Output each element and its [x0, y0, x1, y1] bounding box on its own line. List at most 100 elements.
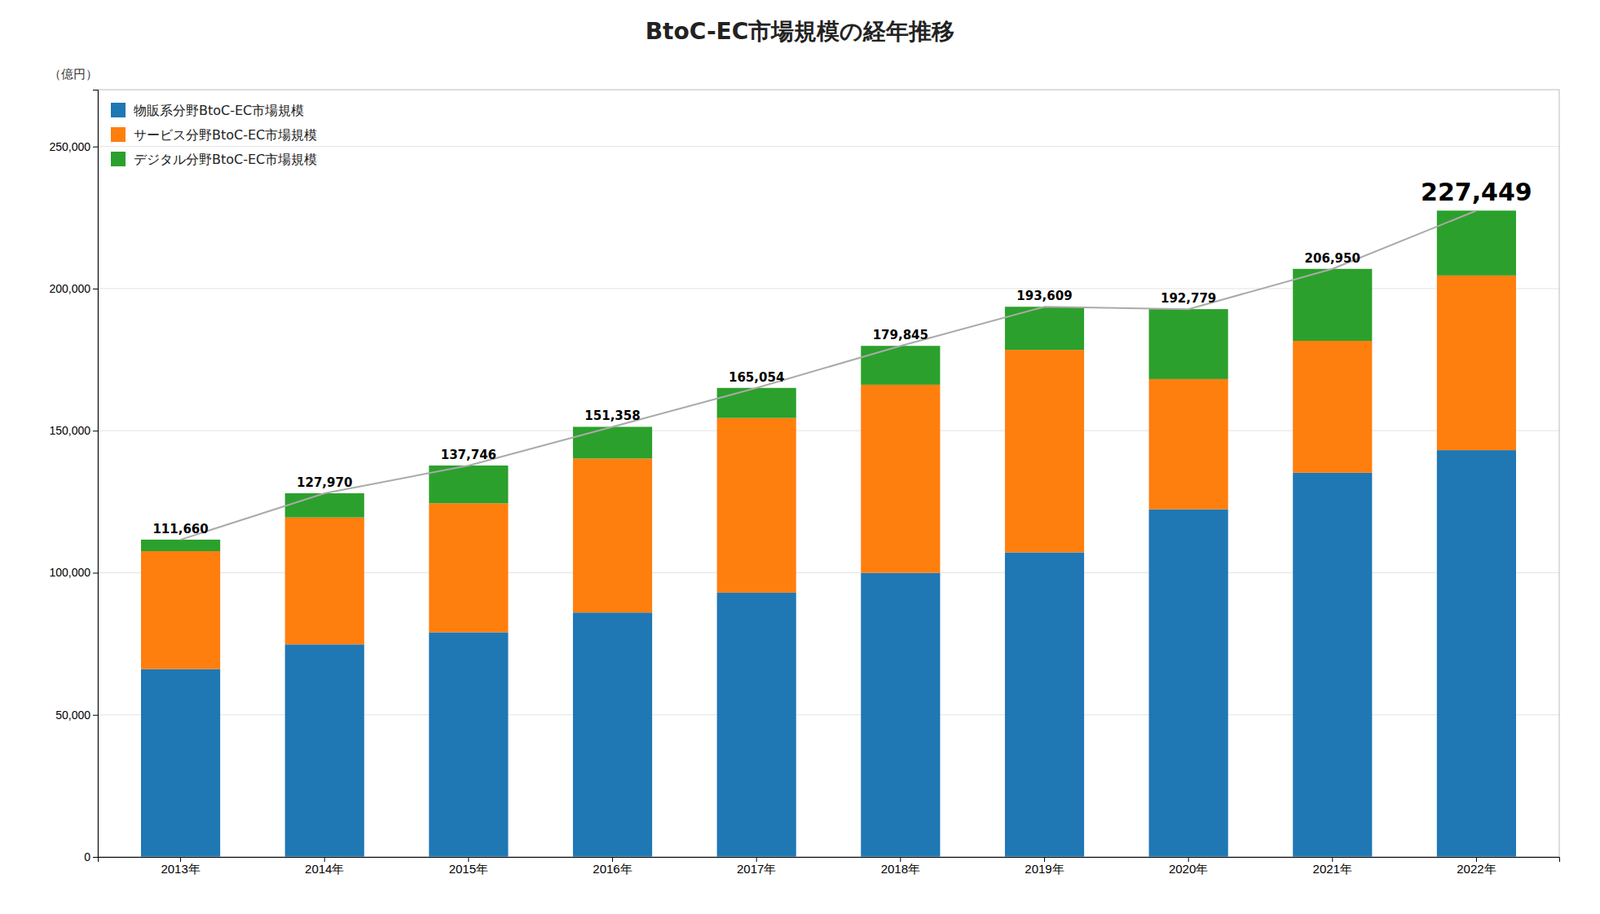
y-tick-mark	[92, 572, 98, 574]
x-tick: 2020年	[1168, 856, 1208, 876]
data-label: 227,449	[1420, 177, 1533, 207]
bar	[1292, 340, 1372, 473]
x-tick-label: 2017年	[736, 861, 776, 876]
x-tick: 2022年	[1456, 856, 1496, 876]
bar	[1149, 379, 1229, 510]
bar	[860, 345, 940, 385]
y-tick-label: 50,000	[55, 708, 91, 722]
plot: 0 50,000 100,000 150,000 200,000 250,000 2013年…	[48, 66, 1561, 876]
x-tick-label: 2016年	[592, 861, 632, 876]
x-tick-label: 2022年	[1456, 861, 1496, 876]
legend-item: サービス分野BtoC-EC市場規模	[110, 127, 318, 143]
x-tick-label: 2018年	[881, 861, 921, 876]
x-tick: 2016年	[592, 856, 632, 876]
legend-swatch	[110, 102, 126, 118]
legend-swatch	[110, 127, 126, 142]
data-label: 137,746	[440, 447, 497, 463]
bar	[1149, 308, 1229, 380]
plot-frame	[97, 89, 1560, 857]
y-tick-mark	[92, 146, 98, 148]
data-label: 165,054	[728, 370, 785, 385]
x-tick-label: 2020年	[1168, 861, 1208, 876]
bar-series	[141, 449, 1517, 857]
bar	[1004, 551, 1085, 857]
bar	[717, 418, 797, 593]
y-tick-label: 150,000	[48, 423, 91, 437]
grid-line	[97, 145, 1560, 147]
y-axis: 0 50,000 100,000 150,000 200,000 250,000	[48, 90, 98, 864]
x-tick: 2019年	[1024, 856, 1064, 876]
data-label: 127,970	[296, 475, 353, 490]
x-tick-label: 2015年	[449, 861, 489, 876]
y-tick-mark	[92, 288, 98, 290]
bar-series	[141, 210, 1517, 551]
x-tick: 2017年	[736, 856, 776, 876]
bar	[1292, 472, 1372, 857]
data-label: 151,358	[584, 408, 640, 424]
y-tick: 50,000	[55, 708, 98, 722]
y-tick-label: 100,000	[48, 565, 91, 579]
bar	[285, 643, 365, 857]
bar	[717, 387, 797, 419]
bar	[1292, 268, 1372, 341]
legend-swatch	[110, 151, 126, 167]
bar	[860, 384, 940, 574]
marks	[141, 210, 1517, 857]
bar	[285, 493, 365, 518]
bar	[860, 573, 940, 857]
legend-label: 物販系分野BtoC-EC市場規模	[133, 102, 305, 119]
bar	[717, 592, 797, 857]
grid	[97, 146, 1560, 857]
legend-label: デジタル分野BtoC-EC市場規模	[133, 151, 318, 168]
x-axis: 2013年 2014年 2015年 2016年 2017年 2018年 2019年 2020年…	[98, 856, 1561, 876]
y-tick: 150,000	[48, 423, 98, 437]
data-labels: 111,660 127,970 137,746 151,358 165,054 179,8…	[152, 177, 1532, 537]
y-tick-mark	[92, 714, 98, 716]
y-tick-label: 250,000	[48, 140, 91, 154]
x-tick-label: 2021年	[1313, 861, 1353, 876]
y-tick: 0	[83, 850, 98, 864]
legend: 物販系分野BtoC-EC市場規模サービス分野BtoC-EC市場規模デジタル分野B…	[110, 102, 318, 168]
bar	[428, 631, 508, 857]
bar	[141, 539, 221, 551]
chart: BtoC-EC市場規模の経年推移 0 50,000 100,000 150,000 200…	[0, 0, 1600, 914]
y-tick-mark	[92, 856, 98, 858]
data-label: 206,950	[1304, 251, 1361, 266]
bar	[1004, 349, 1085, 552]
x-tick: 2021年	[1313, 856, 1353, 876]
data-label: 192,779	[1160, 290, 1217, 306]
x-tick: 2015年	[449, 856, 489, 876]
legend-item: デジタル分野BtoC-EC市場規模	[110, 151, 318, 168]
bar	[1004, 306, 1085, 350]
bar	[141, 550, 221, 670]
data-label: 193,609	[1016, 288, 1072, 304]
bar	[1436, 449, 1517, 857]
x-tick: 2013年	[160, 856, 200, 876]
bar	[141, 669, 221, 857]
x-tick-label: 2019年	[1024, 861, 1064, 876]
bar	[573, 612, 653, 857]
bar	[573, 426, 653, 459]
bar	[1436, 275, 1517, 450]
bar	[573, 458, 653, 613]
y-tick: 200,000	[48, 282, 98, 296]
y-tick-mark	[92, 430, 98, 432]
bar	[428, 502, 508, 632]
y-tick-label: 200,000	[48, 282, 91, 296]
data-label: 111,660	[152, 521, 208, 537]
x-tick: 2014年	[304, 856, 344, 876]
y-tick: 100,000	[48, 565, 98, 579]
x-tick-label: 2014年	[304, 861, 344, 876]
data-label: 179,845	[872, 327, 929, 343]
title: BtoC-EC市場規模の経年推移	[645, 17, 955, 45]
y-tick-label: 0	[83, 850, 91, 864]
trend-line	[180, 210, 1477, 540]
bar	[1149, 509, 1229, 857]
x-tick-label: 2013年	[160, 861, 200, 876]
bar	[1436, 210, 1517, 276]
y-tick: 250,000	[48, 140, 98, 154]
x-tick: 2018年	[881, 856, 921, 876]
bar	[285, 517, 365, 645]
legend-item: 物販系分野BtoC-EC市場規模	[110, 102, 305, 119]
y-axis-title: （億円）	[48, 66, 98, 82]
